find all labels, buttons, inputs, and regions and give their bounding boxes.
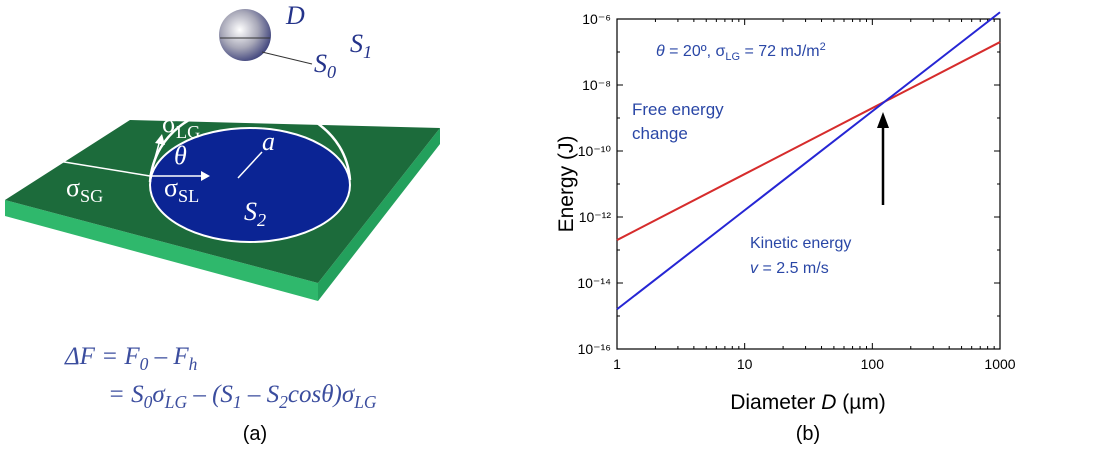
text-part: LG [164,392,188,412]
annotation-part: LG [725,51,740,63]
series-line [616,11,1001,311]
label-s0: S0 [314,49,336,82]
panel-b: Diameter D (µm) Energy (J) θ = 20º, σLG … [555,11,1016,445]
text-part: 1 [233,392,242,412]
text-part: θ [174,141,187,170]
x-tick-label: 10 [737,356,753,372]
annotation-part: 2 [820,41,826,53]
series-note-part: v [750,260,759,277]
radius-line [237,151,263,179]
text-part: = S [108,381,144,408]
y-tick-label: 10⁻¹⁰ [578,143,612,159]
series-note: v = 2.5 m/s [750,260,829,277]
x-tick-label: 1 [613,356,621,372]
x-tick-label: 100 [861,356,885,372]
text-part: σ [164,173,178,202]
y-tick-label: 10⁻¹⁶ [578,341,611,357]
arrow-lg-head [155,134,165,145]
leader-s1 [289,55,349,79]
text-part: – (S [187,381,233,408]
text-part: 0 [144,392,153,412]
y-tick-label: 10⁻¹⁴ [577,275,611,291]
text-part: LG [353,392,377,412]
droplet-base [149,127,351,243]
leader-s0 [261,51,313,65]
text-part: 1 [363,42,372,62]
x-axis-label: Diameter D (µm) [730,391,886,414]
text-part: a [262,127,275,156]
label-theta: θ [174,141,187,170]
label-a: a [262,127,275,156]
text-part: 2 [257,210,266,230]
text-part: S [350,29,363,58]
x-axis-label-part: D [821,391,836,414]
text-part: h [189,354,198,374]
text-part: 0 [327,62,336,82]
x-axis-label-part: Diameter [730,391,821,414]
droplet-cap [148,102,352,183]
text-part: SL [178,186,199,206]
label-sigma-sl: σSL [164,173,199,206]
panel-a: D S0 S1 σLG θ a σSG σSL S2 ΔF = F0 – Fh … [5,1,440,445]
x-tick-label: 1000 [984,356,1015,372]
label-sigma-lg: σLG [162,109,200,142]
x-axis-label-part: (µm) [836,391,885,414]
arrow-lg [149,139,161,177]
text-part: σ [152,381,166,408]
arrow-sl-head [201,171,210,181]
annotation: θ = 20º, σLG = 72 mJ/m2 [656,41,826,63]
plot-frame [616,18,1001,350]
droplet-sphere [219,9,271,61]
text-part: S [244,197,257,226]
arrow-sg [51,159,151,177]
caption: (b) [796,423,820,445]
label-d: D [285,1,305,30]
label-sigma-sg: σSG [66,173,103,206]
text-part: – F [148,343,189,370]
annotation-part: = 20º, σ [665,43,726,60]
text-part: σ [162,109,176,138]
equation-line: ΔF = F0 – Fh [64,343,198,374]
text-part: 2 [279,392,288,412]
caption: (a) [243,423,267,445]
text-part: S [314,49,327,78]
crossing-arrow-head [877,112,889,128]
text-part: cosθ)σ [288,381,356,408]
label-s1: S1 [350,29,372,62]
annotation-part: θ [656,43,665,60]
slab-side-right [318,128,440,301]
text-part: 0 [140,354,149,374]
series-label: Kinetic energy [750,235,851,252]
arrow-sg-head [48,156,58,165]
text-part: D [285,1,305,30]
text-part: σ [66,173,80,202]
text-part: ΔF = F [64,343,140,370]
y-tick-label: 10⁻⁸ [582,77,611,93]
y-axis-label: Energy (J) [555,136,578,233]
text-part: – S [242,381,280,408]
annotation-part: = 72 mJ/m [740,43,820,60]
series-label: Free energy change [632,100,724,143]
series-line [616,41,1001,241]
text-part: SG [80,186,103,206]
slab-side-left [5,200,318,301]
y-tick-label: 10⁻⁶ [582,11,611,27]
series-note-part: = 2.5 m/s [758,260,829,277]
text-part: LG [176,122,200,142]
label-s2: S2 [244,197,266,230]
y-tick-label: 10⁻¹² [579,209,612,225]
equation-line: = S0σLG – (S1 – S2cosθ)σLG [108,381,377,412]
